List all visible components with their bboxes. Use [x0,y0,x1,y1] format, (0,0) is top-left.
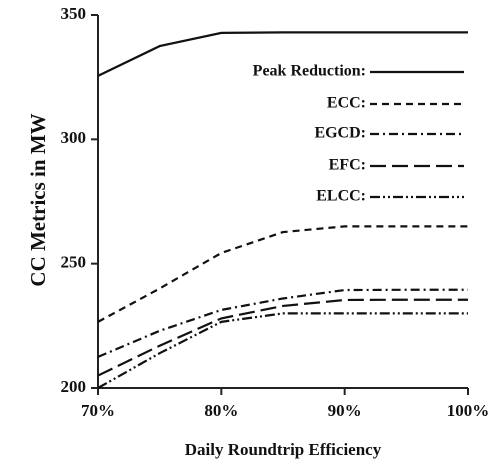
series-line [97,298,468,377]
x-axis-label: Daily Roundtrip Efficiency [185,440,382,459]
y-tick-label: 200 [61,377,87,396]
series-line [97,225,468,323]
legend-label: ECC: [327,95,366,112]
x-tick-label: 90% [328,401,362,420]
series-line [97,288,468,358]
series-line [97,31,468,77]
x-tick-label: 70% [81,401,115,420]
x-tick-label: 100% [447,401,490,420]
legend-label: EGCD: [314,125,366,142]
y-tick-label: 350 [61,4,87,23]
y-tick-label: 300 [61,128,87,147]
y-axis-label: CC Metrics in MW [26,113,50,286]
x-tick-label: 80% [204,401,238,420]
series-line [97,312,468,389]
legend-label: EFC: [329,157,366,174]
y-tick-label: 250 [61,253,87,272]
legend-label: ELCC: [316,188,366,205]
legend-label: Peak Reduction: [253,63,366,80]
